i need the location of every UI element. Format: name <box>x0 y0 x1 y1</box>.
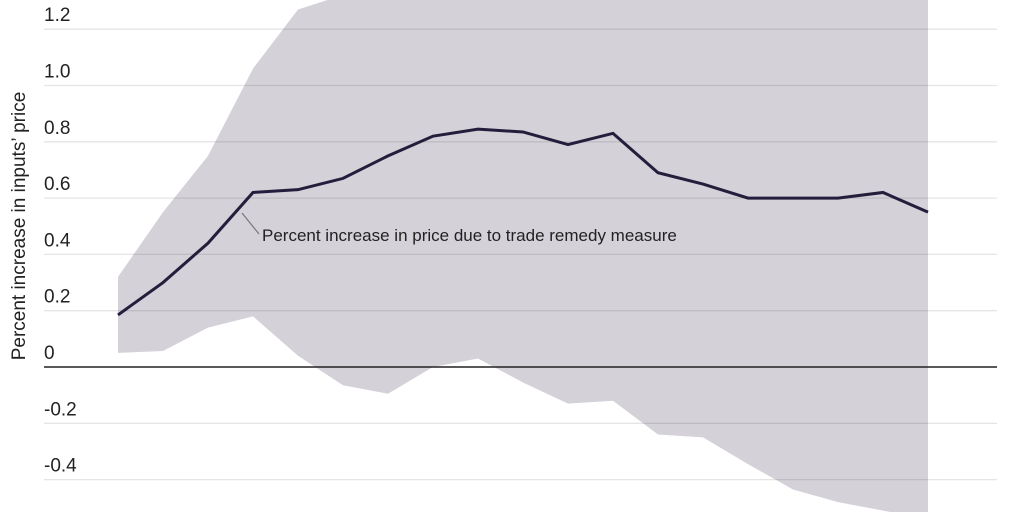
y-tick-label: 0.2 <box>44 287 70 308</box>
grid-layer <box>44 28 997 481</box>
y-tick-labels: 1.21.00.80.60.40.20-0.2-0.4-0.6 <box>44 5 77 512</box>
series-annotation: Percent increase in price due to trade r… <box>262 226 677 245</box>
series-line <box>117 127 929 317</box>
y-tick-label: 0.6 <box>44 174 70 195</box>
y-tick-label: -0.4 <box>44 456 77 477</box>
y-axis-label: Percent increase in inputs’ price <box>9 92 30 361</box>
y-tick-label: 0.8 <box>44 118 70 139</box>
y-tick-label: -0.2 <box>44 399 77 420</box>
confidence-band <box>118 0 928 512</box>
y-tick-label: 1.0 <box>44 62 70 83</box>
series-layer <box>117 127 929 317</box>
annotation-leader-line <box>241 212 260 235</box>
y-tick-label: 0 <box>44 343 55 364</box>
confidence-band-layer <box>118 0 928 512</box>
y-tick-label: 1.2 <box>44 5 70 26</box>
y-tick-label: 0.4 <box>44 230 71 251</box>
